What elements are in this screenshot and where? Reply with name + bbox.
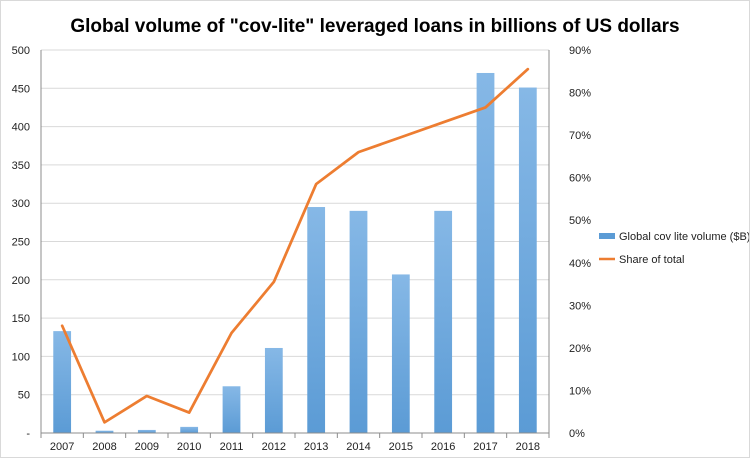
axes: - 50 100 150 200 250 300 350 400 450 500 0% 10% 20% 30… xyxy=(12,45,592,453)
legend-swatch-volume xyxy=(599,233,615,239)
line-series xyxy=(60,67,530,424)
chart-title: Global volume of "cov-lite" leveraged lo… xyxy=(70,16,679,37)
x-tick-label: 2015 xyxy=(389,441,413,453)
bar xyxy=(349,210,368,433)
bar xyxy=(222,386,241,433)
bar xyxy=(264,347,283,433)
x-tick-label: 2011 xyxy=(220,441,244,453)
y-left-tick-label: - xyxy=(26,428,30,440)
share-line xyxy=(60,67,530,424)
x-tick-label: 2018 xyxy=(516,441,540,453)
y-left-tick-label: 250 xyxy=(12,237,30,249)
y-right-tick-label: 10% xyxy=(569,385,591,397)
x-tick-label: 2013 xyxy=(304,441,328,453)
legend: Global cov lite volume ($B) Share of tot… xyxy=(599,231,749,266)
y-left-tick-label: 300 xyxy=(12,198,30,210)
bar xyxy=(391,274,410,433)
x-tick-label: 2008 xyxy=(92,441,116,453)
bar xyxy=(95,430,114,433)
bar xyxy=(476,72,495,433)
y-left-tick-label: 150 xyxy=(12,313,30,325)
bar xyxy=(53,331,72,433)
x-tick-label: 2014 xyxy=(346,441,370,453)
y-right-tick-label: 30% xyxy=(569,300,591,312)
y-right-tick-label: 60% xyxy=(569,173,591,185)
bar xyxy=(307,207,326,433)
y-right-tick-label: 40% xyxy=(569,258,591,270)
x-tick-label: 2012 xyxy=(262,441,286,453)
bar xyxy=(180,426,199,433)
y-left-tick-label: 50 xyxy=(18,390,30,402)
gridlines xyxy=(41,49,549,434)
legend-label-volume: Global cov lite volume ($B) xyxy=(619,231,749,243)
y-right-tick-label: 80% xyxy=(569,88,591,100)
x-tick-label: 2017 xyxy=(473,441,497,453)
bar-series xyxy=(53,72,537,433)
bar xyxy=(434,210,453,433)
y-left-tick-label: 350 xyxy=(12,160,30,172)
x-tick-label: 2010 xyxy=(177,441,201,453)
y-left-tick-label: 200 xyxy=(12,275,30,287)
x-tick-label: 2009 xyxy=(135,441,159,453)
bar xyxy=(137,429,156,433)
y-right-tick-label: 90% xyxy=(569,45,591,57)
y-right-tick-label: 20% xyxy=(569,343,591,355)
legend-label-share: Share of total xyxy=(619,254,684,266)
x-tick-label: 2007 xyxy=(50,441,74,453)
y-right-tick-label: 0% xyxy=(569,428,585,440)
y-right-tick-label: 70% xyxy=(569,130,591,142)
y-left-tick-label: 100 xyxy=(12,351,30,363)
y-left-tick-label: 450 xyxy=(12,83,30,95)
y-left-tick-label: 400 xyxy=(12,122,30,134)
y-right-tick-label: 50% xyxy=(569,215,591,227)
y-left-tick-label: 500 xyxy=(12,45,30,57)
x-tick-label: 2016 xyxy=(431,441,455,453)
bar xyxy=(518,87,537,433)
